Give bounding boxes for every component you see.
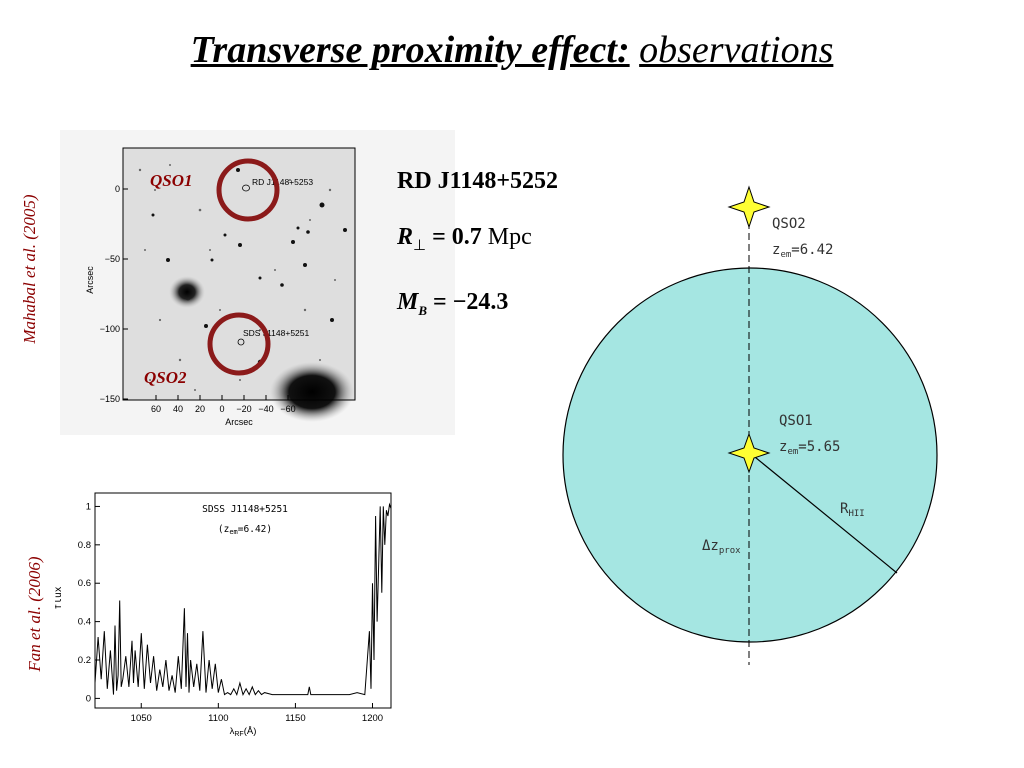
mb-sub: B [418,302,428,318]
quasar-name: RD J1148+5252 [397,168,559,194]
sky-y-axis-label: Arcsec [85,266,95,294]
sky-x-tick-label: 60 [151,404,161,414]
r-perp-equation: R⊥ = 0.7 Mpc [397,224,532,255]
sky-y-tick-label: −150 [100,394,120,404]
proximity-diagram: QSO2 zem=6.42 QSO1 zem=5.65 RHII Δzprox [562,185,938,665]
spectrum-x-label: λRF(Å) [230,726,257,738]
spectrum-subtitle-val: =6.42) [238,524,272,535]
spectrum-y-tick-label: 0 [86,693,91,704]
qso1-circle [216,158,280,222]
qso2-label: QSO2 [144,368,187,387]
radius-line [749,452,898,574]
sky-x-tick-label: 0 [219,404,224,414]
delta-z: Δz [702,538,719,554]
spectrum-x-tick-label: 1150 [285,713,305,724]
spectrum-frame [94,492,392,709]
spectrum-subtitle: (zem=6.42) [218,524,272,536]
delta-sub: prox [719,546,741,556]
credit-mahabal: Mahabal et al. (2005) [20,194,39,344]
plot-frame [122,147,356,401]
bright-star [169,276,205,308]
background-noise [138,164,336,391]
diagram-qso2-redshift: zem=6.42 [772,242,833,260]
spectrum-title: SDSS J1148+5251 [202,504,288,515]
r-perp-symbol: R [397,224,414,250]
sky-x-tick-label: −40 [258,404,273,414]
title-sub: observations [639,29,834,71]
qso2-z-val: =6.42 [791,242,833,258]
diagram-qso1-label: QSO1 [779,413,813,429]
spectrum-x-tick-label: 1100 [208,713,228,724]
r-perp-unit: Mpc [487,224,532,250]
sky-x-ticks: 60 40 20 0 −20 −40 −60 [151,395,296,414]
spectrum-y-tick-label: 0.8 [78,540,91,551]
sky-y-tick-label: 0 [115,184,120,194]
spectrum-flux-line [94,502,392,696]
qso1-object-label: RD J1148+5253 [252,177,313,187]
x-label-unit: (Å) [244,726,257,737]
diagram-qso1-redshift: zem=5.65 [779,439,840,457]
sky-image-field [123,148,355,400]
radius-r: R [840,501,849,517]
qso2-star-icon [727,185,771,229]
spectrum-y-tick-label: 0.2 [78,655,91,666]
sky-y-ticks: 0 −50 −100 −150 [100,184,128,404]
qso2-circle [207,312,271,376]
spectrum-x-ticks: 1050 1100 1150 1200 [131,703,383,724]
spectrum-y-label: flux [55,586,64,609]
x-label-lambda: λ [230,726,235,737]
spectrum-y-tick-label: 1 [86,501,91,512]
mb-equation: MB = −24.3 [397,289,508,319]
sky-x-tick-label: 20 [195,404,205,414]
r-perp-sub: ⊥ [413,237,427,254]
qso2-z: z [772,242,780,258]
bright-galaxy [270,362,354,422]
spectrum-subtitle-z: (z [218,524,229,535]
slide-title: Transverse proximity effect: observation… [0,28,1024,72]
radius-sub: HII [848,509,864,519]
qso1-z-val: =5.65 [798,439,840,455]
sky-y-tick-label: −100 [100,324,120,334]
mb-value: = −24.3 [433,289,509,315]
sky-image: 60 40 20 0 −20 −40 −60 0 −50 −100 −150 Arcsec Arc… [60,130,455,435]
r-perp-value: = 0.7 [432,224,482,250]
qso1-label: QSO1 [150,171,193,190]
qso1-star-icon [727,432,771,474]
spectrum-subtitle-sub: em [229,528,237,536]
title-main: Transverse proximity effect: [190,29,630,71]
diagram-qso2-label: QSO2 [772,216,806,232]
qso2-marker [237,338,245,346]
spectrum-y-tick-label: 0.6 [78,578,91,589]
spectrum-chart: 1050 1100 1150 1200 0 0.2 0.4 0.6 0.8 1 SDSS J11… [55,492,392,738]
qso1-marker [242,184,250,192]
spectrum-x-tick-label: 1200 [362,713,383,724]
credit-fan: Fan et al. (2006) [25,556,44,672]
qso1-z: z [779,439,787,455]
sky-x-axis-label: Arcsec [225,417,253,427]
qso1-z-sub: em [787,447,798,457]
spectrum-x-tick-label: 1050 [131,713,152,724]
spectrum-y-ticks: 0 0.2 0.4 0.6 0.8 1 [78,501,100,704]
radius-label: RHII [840,501,865,519]
sky-x-tick-label: 40 [173,404,183,414]
sky-x-tick-label: −60 [280,404,295,414]
delta-z-label: Δzprox [702,538,741,556]
qso2-object-label: SDS J1148+5251 [243,328,310,338]
sky-y-tick-label: −50 [105,254,120,264]
mb-symbol: M [397,289,419,315]
spectrum-y-tick-label: 0.4 [78,617,91,628]
sky-x-tick-label: −20 [236,404,251,414]
qso2-z-sub: em [780,250,791,260]
x-label-sub: RF [234,731,243,738]
